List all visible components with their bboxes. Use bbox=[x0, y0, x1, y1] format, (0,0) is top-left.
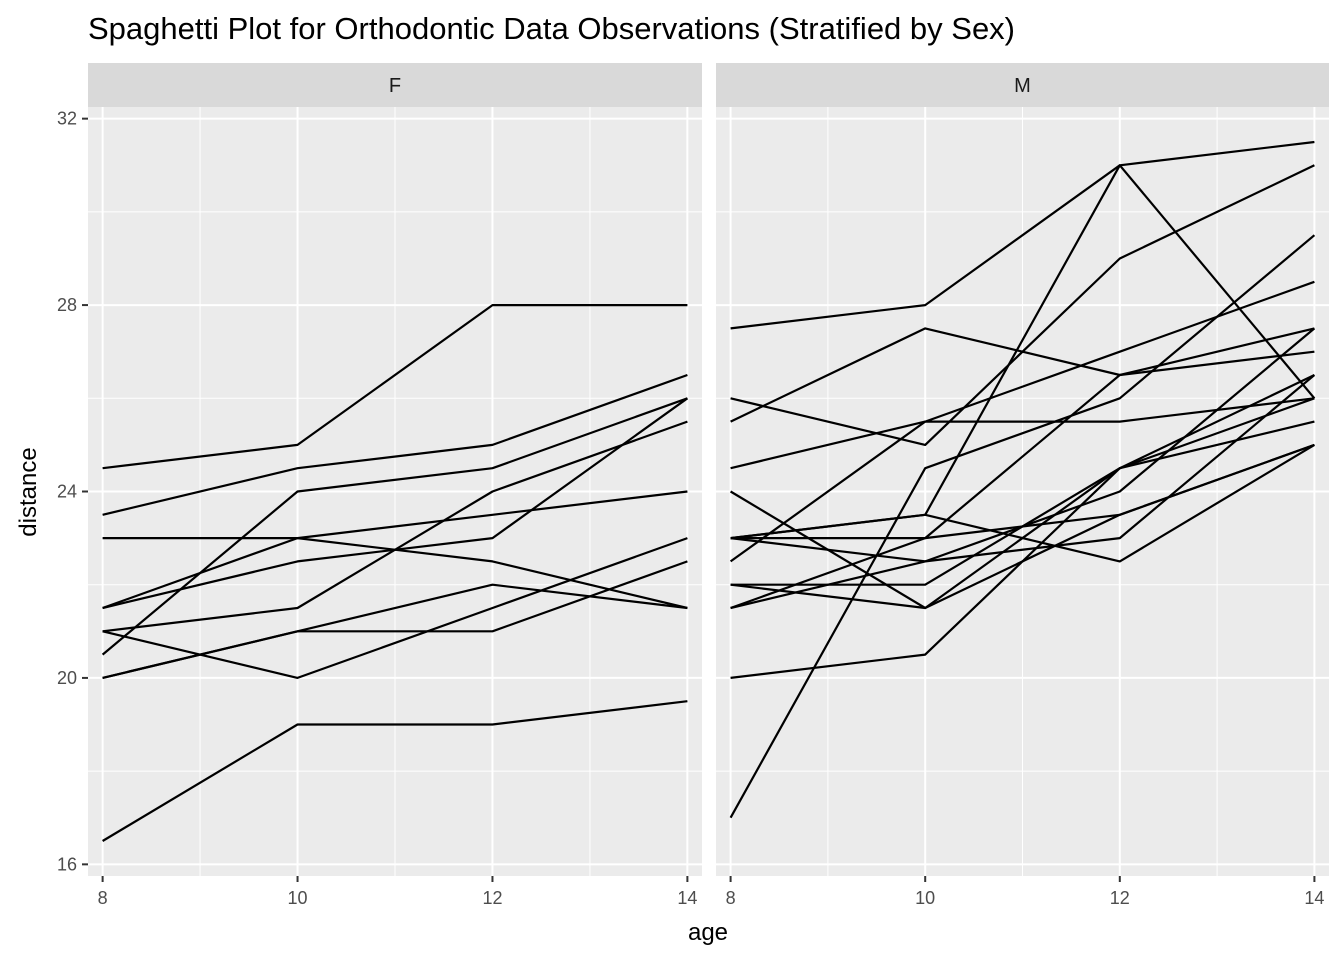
series-line-F-1 bbox=[102, 304, 688, 470]
series-line-F-8 bbox=[101, 397, 688, 656]
facet-panel-M: M 8 10 12 14 bbox=[716, 63, 1329, 908]
x-tick-label: 10 bbox=[915, 888, 935, 908]
facet-panel-F: F 8 10 12 14 16 20 24 28 32 bbox=[57, 63, 702, 908]
series-line-M-16 bbox=[730, 164, 1316, 540]
strip-label: M bbox=[1014, 75, 1031, 97]
series-line-M-1 bbox=[730, 140, 1315, 330]
x-tick-label: 8 bbox=[98, 888, 108, 908]
x-axis-title: age bbox=[688, 919, 728, 946]
series-line-M-13 bbox=[730, 327, 1315, 610]
y-tick-label: 24 bbox=[57, 482, 77, 502]
x-tick-label: 14 bbox=[1304, 888, 1324, 908]
chart-title: Spaghetti Plot for Orthodontic Data Obse… bbox=[88, 11, 1015, 46]
strip-background bbox=[716, 63, 1329, 107]
y-tick-label: 28 bbox=[57, 295, 77, 315]
y-axis-title: distance bbox=[15, 447, 42, 536]
x-tick-label: 12 bbox=[482, 888, 502, 908]
strip-background bbox=[88, 63, 702, 107]
series-line-F-10 bbox=[102, 583, 688, 679]
series-line-M-9 bbox=[729, 397, 1315, 563]
x-tick-label: 10 bbox=[288, 888, 308, 908]
series-line-M-12 bbox=[730, 374, 1316, 610]
series-line-M-3 bbox=[730, 327, 1315, 423]
x-tick-label: 8 bbox=[726, 888, 736, 908]
y-tick-label: 16 bbox=[57, 854, 77, 874]
series-line-F-11 bbox=[102, 700, 688, 842]
series-line-M-15 bbox=[729, 234, 1316, 819]
facet-panels: F 8 10 12 14 16 20 24 28 32 M 8 10 12 14 bbox=[57, 63, 1329, 908]
series-line-F-2 bbox=[102, 373, 688, 516]
x-tick-label: 14 bbox=[677, 888, 697, 908]
series-line-M-14 bbox=[730, 397, 1315, 679]
strip-label: F bbox=[389, 75, 401, 97]
y-tick-label: 20 bbox=[57, 668, 77, 688]
x-tick-label: 12 bbox=[1110, 888, 1130, 908]
y-tick-label: 32 bbox=[57, 109, 77, 129]
series-line-F-6 bbox=[102, 420, 688, 633]
